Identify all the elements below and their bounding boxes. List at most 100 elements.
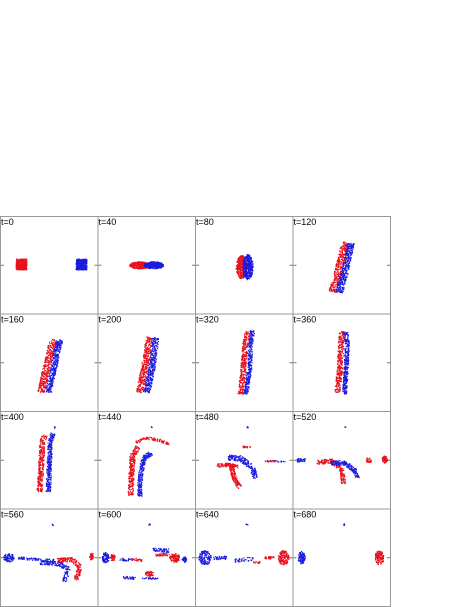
scatter-point — [242, 364, 244, 366]
scatter-point — [54, 340, 56, 342]
scatter-point — [145, 355, 147, 357]
scatter-point — [340, 271, 342, 273]
scatter-point — [139, 266, 141, 268]
scatter-point — [43, 390, 45, 392]
scatter-point — [244, 383, 246, 385]
scatter-point — [150, 378, 152, 380]
scatter-point — [148, 383, 150, 385]
scatter-point — [25, 268, 27, 270]
scatter-point — [44, 386, 46, 388]
scatter-point — [337, 268, 340, 271]
scatter-point — [53, 377, 55, 379]
scatter-point — [343, 278, 345, 280]
scatter-point — [146, 367, 149, 369]
scatter-point — [239, 265, 241, 267]
scatter-point — [48, 357, 50, 359]
scatter-point — [247, 255, 249, 257]
scatter-point — [25, 269, 27, 271]
scatter-point — [158, 264, 160, 266]
scatter-point — [248, 264, 250, 266]
scatter-point — [343, 241, 345, 243]
scatter-point — [151, 378, 153, 380]
scatter-point — [336, 289, 338, 291]
panel-label: t=80 — [196, 217, 214, 227]
scatter-point — [152, 378, 154, 381]
scatter-point — [159, 266, 161, 268]
scatter-point — [151, 262, 153, 264]
scatter-point — [250, 360, 252, 362]
scatter-point — [345, 247, 347, 249]
scatter-point — [340, 247, 342, 249]
scatter-point — [17, 266, 19, 268]
scatter-point — [83, 269, 85, 271]
scatter-point — [345, 250, 347, 252]
scatter-point — [246, 254, 248, 256]
scatter-point — [236, 264, 238, 266]
scatter-point — [343, 269, 346, 271]
scatter-point — [152, 375, 154, 377]
scatter-point — [240, 365, 242, 367]
scatter-point — [46, 359, 48, 361]
scatter-point — [349, 244, 351, 246]
scatter-point — [347, 263, 349, 265]
scatter-point — [339, 290, 341, 292]
scatter-point — [343, 254, 345, 256]
scatter-point — [239, 393, 241, 395]
scatter-point — [148, 387, 150, 389]
scatter-point — [60, 343, 62, 345]
scatter-point — [149, 357, 151, 359]
scatter-point — [239, 255, 241, 258]
scatter-point — [249, 275, 251, 277]
scatter-point — [341, 262, 343, 264]
scatter-point — [148, 266, 150, 268]
scatter-point — [151, 338, 154, 340]
scatter-point — [22, 266, 25, 268]
scatter-point — [160, 264, 162, 266]
panel-t-160: t=160 — [0, 313, 99, 412]
scatter-point — [243, 263, 245, 265]
scatter-point — [136, 391, 139, 393]
scatter-point — [47, 369, 49, 371]
scatter-point — [249, 266, 251, 268]
scatter-point — [147, 375, 149, 377]
scatter-point — [51, 353, 54, 355]
scatter-point — [342, 260, 345, 262]
scatter-point — [53, 367, 55, 369]
scatter-point — [50, 346, 53, 348]
scatter-point — [44, 370, 46, 372]
scatter-point — [244, 335, 246, 337]
scatter-point — [146, 359, 148, 361]
scatter-point — [50, 386, 52, 388]
scatter-point — [48, 373, 50, 375]
scatter-point — [25, 263, 28, 265]
scatter-point — [152, 372, 154, 374]
scatter-point — [133, 265, 135, 267]
scatter-point — [341, 280, 343, 283]
scatter-point — [144, 350, 146, 352]
scatter-point — [45, 388, 48, 390]
scatter-point — [349, 262, 351, 264]
scatter-point — [242, 364, 244, 366]
scatter-point — [42, 383, 44, 385]
scatter-point — [50, 371, 52, 373]
scatter-point — [241, 356, 243, 359]
scatter-point — [56, 366, 58, 368]
scatter-point — [43, 382, 45, 384]
scatter-point — [248, 366, 250, 368]
scatter-point — [144, 380, 146, 382]
scatter-point — [150, 362, 152, 364]
scatter-point — [349, 265, 351, 267]
scatter-point — [240, 392, 242, 394]
scatter-point — [150, 374, 152, 376]
scatter-point — [51, 340, 53, 342]
scatter-point — [336, 284, 338, 286]
scatter-point — [23, 262, 25, 264]
scatter-point — [248, 278, 251, 280]
scatter-point — [350, 252, 352, 254]
scatter-point — [238, 267, 240, 269]
scatter-point — [154, 347, 156, 349]
scatter-point — [59, 344, 61, 346]
scatter-point — [129, 265, 131, 267]
scatter-point — [16, 265, 18, 267]
scatter-point — [335, 277, 337, 279]
